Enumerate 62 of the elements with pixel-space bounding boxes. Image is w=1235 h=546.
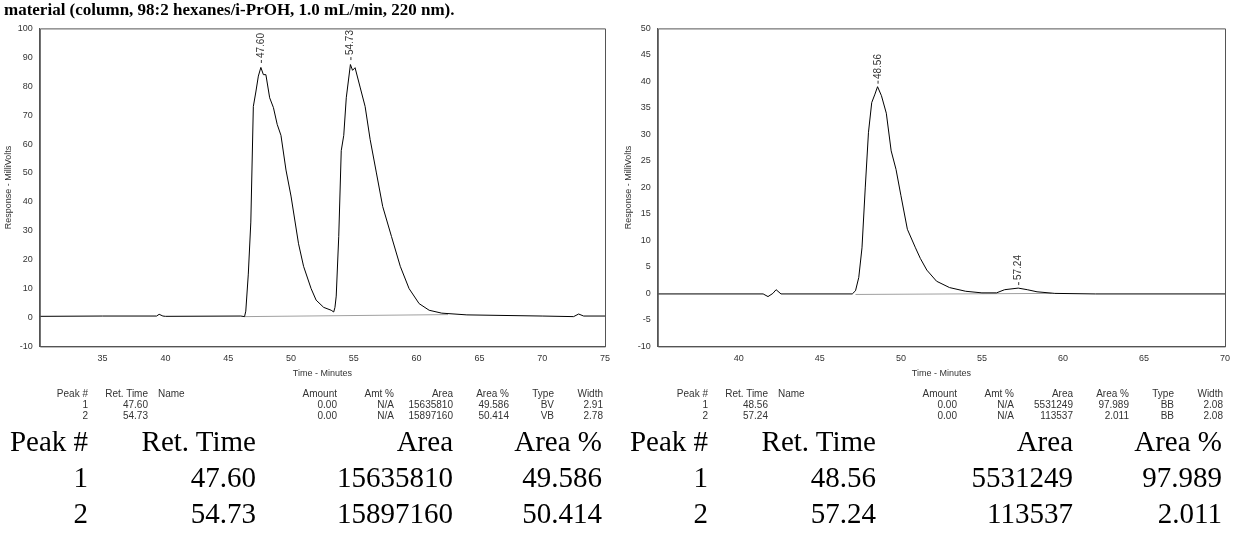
x-tick-label: 50 bbox=[895, 353, 906, 364]
x-tick-label: 35 bbox=[97, 353, 108, 364]
x-tick-label: 60 bbox=[411, 353, 422, 364]
annotation: 54.73 bbox=[344, 30, 356, 56]
text: Peak # Ret. Time Name Amount Amt % Area Area % Type Width bbox=[56, 388, 603, 399]
y-tick-label: 35 bbox=[640, 102, 651, 113]
y-tick-label: 5 bbox=[645, 261, 651, 272]
annotation: 48.56 bbox=[871, 53, 883, 79]
y-tick-label: 40 bbox=[22, 196, 33, 207]
y-tick-label: 30 bbox=[640, 128, 651, 139]
x-tick-label: 60 bbox=[1057, 353, 1068, 364]
x-tick-label: 50 bbox=[286, 353, 297, 364]
x-tick-label: 45 bbox=[814, 353, 825, 364]
y-tick-label: 100 bbox=[17, 22, 33, 33]
y-tick-label: 50 bbox=[22, 167, 33, 178]
y-tick-label: -5 bbox=[642, 314, 651, 325]
y-tick-label: 45 bbox=[640, 49, 651, 60]
chart-title: material (column, 98:2 hexanes/i-PrOH, 1.0 mL/min, 220 nm). bbox=[4, 0, 455, 20]
y-tick-label: 15 bbox=[640, 208, 651, 219]
x-tick-label: 40 bbox=[160, 353, 171, 364]
x-tick-label: 75 bbox=[599, 353, 611, 364]
y-axis-title: Response - MilliVolts bbox=[2, 145, 13, 230]
text: 2 57.24 113537 2.011 bbox=[693, 497, 1222, 529]
text: 1 47.60 15635810 49.586 bbox=[73, 461, 602, 493]
y-tick-label: 60 bbox=[22, 138, 33, 149]
x-axis-title: Time - Minutes bbox=[292, 368, 353, 379]
x-tick-label: 65 bbox=[1138, 353, 1149, 364]
y-tick-label: 20 bbox=[22, 254, 33, 265]
x-axis-title: Time - Minutes bbox=[911, 368, 972, 379]
y-tick-label: 50 bbox=[640, 22, 651, 33]
y-tick-label: 10 bbox=[22, 283, 33, 294]
y-axis-title: Response - MilliVolts bbox=[622, 145, 633, 230]
text: 1 48.56 5531249 97.989 bbox=[693, 461, 1222, 493]
y-tick-label: 20 bbox=[640, 181, 651, 192]
text: 2 57.24 0.00 N/A 113537 2.011 BB 2.08 bbox=[702, 410, 1223, 421]
y-tick-label: 70 bbox=[22, 109, 33, 120]
text: 2 54.73 15897160 50.414 bbox=[73, 497, 602, 529]
y-tick-label: 25 bbox=[640, 155, 651, 166]
y-tick-label: 0 bbox=[645, 287, 651, 298]
text: 1 48.56 0.00 N/A 5531249 97.989 BB 2.08 bbox=[702, 399, 1223, 410]
y-tick-label: 10 bbox=[640, 234, 651, 245]
x-tick-label: 45 bbox=[223, 353, 234, 364]
x-tick-label: 55 bbox=[348, 353, 359, 364]
x-tick-label: 70 bbox=[1219, 353, 1231, 364]
text: 2 54.73 0.00 N/A 15897160 50.414 VB 2.78 bbox=[82, 410, 603, 421]
y-tick-label: 40 bbox=[640, 75, 651, 86]
annotation: 57.24 bbox=[1012, 255, 1024, 281]
text: Peak # Ret. Time Area Area % bbox=[629, 425, 1222, 457]
text: Peak # Ret. Time Area Area % bbox=[9, 425, 602, 457]
y-tick-label: 90 bbox=[22, 51, 33, 62]
x-tick-label: 40 bbox=[733, 353, 744, 364]
x-tick-label: 70 bbox=[537, 353, 548, 364]
x-tick-label: 55 bbox=[976, 353, 987, 364]
text: Peak # Ret. Time Name Amount Amt % Area Area % Type Width bbox=[676, 388, 1223, 399]
y-tick-label: 30 bbox=[22, 225, 33, 236]
y-tick-label: -10 bbox=[19, 340, 33, 351]
annotation: 47.60 bbox=[254, 32, 266, 58]
x-tick-label: 65 bbox=[474, 353, 485, 364]
y-tick-label: 0 bbox=[27, 311, 33, 322]
y-tick-label: 80 bbox=[22, 80, 33, 91]
text: 1 47.60 0.00 N/A 15635810 49.586 BV 2.91 bbox=[82, 399, 603, 410]
y-tick-label: -10 bbox=[637, 340, 651, 351]
